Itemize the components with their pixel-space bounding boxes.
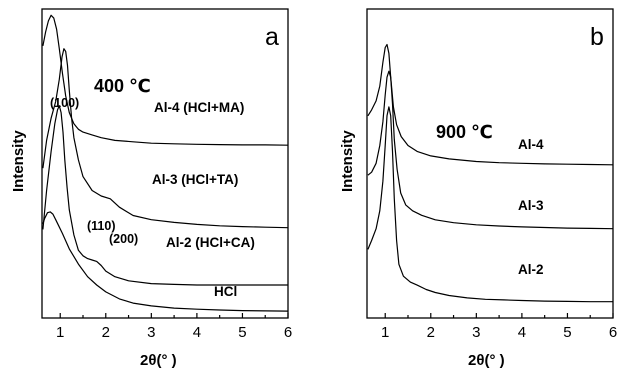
panel-a-series-label-hcl: HCl	[214, 284, 237, 299]
panel-b: 1 2 3 4 5 6 b 900 ℃ Intensity 2θ(° ) Al-4 Al-…	[339, 8, 617, 369]
panel-a-series-label-al2: Al-2 (HCl+CA)	[166, 235, 255, 250]
panel-b-plot-frame	[366, 8, 614, 319]
panel-b-y-axis-label: Intensity	[339, 130, 356, 192]
panel-b-series-label-al4: Al-4	[518, 137, 544, 152]
panel-a-curves	[42, 14, 289, 312]
panel-a-y-axis-label: Intensity	[10, 130, 27, 192]
panel-b-temperature-label: 900 ℃	[436, 122, 493, 142]
panel-b-series-line-2	[367, 106, 613, 303]
panel-b-x-tick-label-5: 5	[563, 324, 571, 341]
panel-a-series-label-al4: Al-4 (HCl+MA)	[154, 100, 244, 115]
panel-b-series-label-al3: Al-3	[518, 198, 544, 213]
panel-b-curves	[367, 43, 614, 303]
panel-b-ticks: 1 2 3 4 5 6	[381, 313, 617, 341]
panel-a-x-tick-label-4: 4	[193, 324, 201, 341]
panel-a-ticks: 1 2 3 4 5 6	[56, 313, 292, 341]
panel-b-x-tick-label-3: 3	[472, 324, 480, 341]
panel-a-series-line-2	[42, 105, 288, 286]
panel-b-x-tick-label-4: 4	[518, 324, 526, 341]
peak-label-110: (110)	[87, 219, 116, 233]
panel-a-temperature-label: 400 ℃	[94, 76, 151, 96]
panel-a-plot-frame	[41, 8, 289, 319]
panel-a-series-line-3	[42, 211, 289, 312]
panel-a: 1 2 3 4 5 6 a 400 ℃ Intensity 2θ(° ) Al-4 (HC…	[10, 8, 292, 369]
panel-a-x-tick-label-3: 3	[147, 324, 155, 341]
panel-b-series-line-1	[367, 70, 614, 230]
panel-a-x-tick-label-2: 2	[102, 324, 110, 341]
peak-label-200: (200)	[109, 232, 138, 246]
panel-b-letter: b	[590, 23, 604, 51]
peak-label-100: (100)	[50, 96, 79, 110]
panel-a-letter: a	[265, 23, 279, 51]
panel-a-series-line-0	[42, 14, 289, 146]
panel-b-x-tick-label-2: 2	[427, 324, 435, 341]
panel-a-series-label-al3: Al-3 (HCl+TA)	[152, 172, 238, 187]
panel-a-x-tick-label-6: 6	[284, 324, 292, 341]
panel-a-x-axis-label: 2θ(° )	[140, 352, 177, 369]
panel-b-series-label-al2: Al-2	[518, 262, 544, 277]
panel-a-x-tick-label-1: 1	[56, 324, 64, 341]
panel-b-x-tick-label-6: 6	[609, 324, 617, 341]
panel-b-x-axis-label: 2θ(° )	[468, 352, 505, 369]
panel-b-x-tick-label-1: 1	[381, 324, 389, 341]
panel-a-x-tick-label-5: 5	[238, 324, 246, 341]
panel-a-series-line-1	[42, 48, 289, 229]
panel-b-series-line-0	[367, 43, 614, 166]
